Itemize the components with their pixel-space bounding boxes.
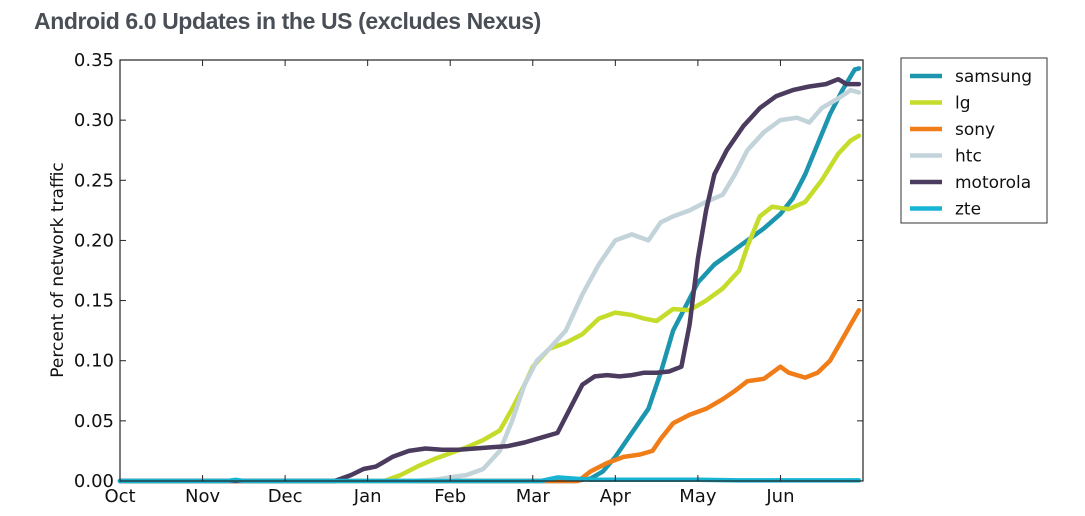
x-tick-label: Oct <box>104 486 135 507</box>
x-tick-label: May <box>679 486 717 507</box>
y-tick-label: 0.10 <box>74 351 114 372</box>
x-tick-label: Nov <box>185 486 220 507</box>
x-tick-label: Jun <box>765 486 794 507</box>
x-tick-label: Jan <box>353 486 382 507</box>
plot-area-frame <box>119 59 864 482</box>
y-tick-label: 0.00 <box>74 471 114 492</box>
x-tick-label: Apr <box>600 486 632 507</box>
series-line-sony <box>117 307 862 484</box>
y-tick-label: 0.30 <box>74 110 114 131</box>
series-lines <box>117 66 862 484</box>
legend: samsung lg sony htc motorola zte <box>900 57 1048 224</box>
legend-label-motorola: motorola <box>955 173 1031 193</box>
y-tick-label: 0.15 <box>74 291 114 312</box>
y-tick-label: 0.05 <box>74 411 114 432</box>
legend-label-lg: lg <box>955 94 971 114</box>
y-tick-label: 0.20 <box>74 230 114 251</box>
x-tick-label: Feb <box>434 486 466 507</box>
legend-label-zte: zte <box>955 200 981 220</box>
y-axis-label: Percent of network traffic <box>48 162 68 377</box>
x-axis-ticks: Oct Nov Dec Jan Feb Mar Apr May Jun <box>104 60 795 507</box>
chart-title: Android 6.0 Updates in the US (excludes … <box>34 8 541 34</box>
series-line-zte <box>117 475 862 484</box>
y-tick-label: 0.25 <box>74 170 114 191</box>
legend-label-htc: htc <box>955 147 982 167</box>
y-axis-ticks: 0.00 0.05 0.10 0.15 0.20 0.25 0.30 0.35 <box>74 50 863 492</box>
series-line-motorola <box>117 76 862 484</box>
legend-label-samsung: samsung <box>955 67 1032 87</box>
legend-label-sony: sony <box>955 120 995 140</box>
y-tick-label: 0.35 <box>74 50 114 71</box>
series-line-lg <box>117 133 862 484</box>
series-line-samsung <box>117 66 862 484</box>
x-tick-label: Mar <box>516 486 551 507</box>
x-tick-label: Dec <box>268 486 303 507</box>
series-line-htc <box>117 87 862 484</box>
legend-box <box>900 57 1048 224</box>
